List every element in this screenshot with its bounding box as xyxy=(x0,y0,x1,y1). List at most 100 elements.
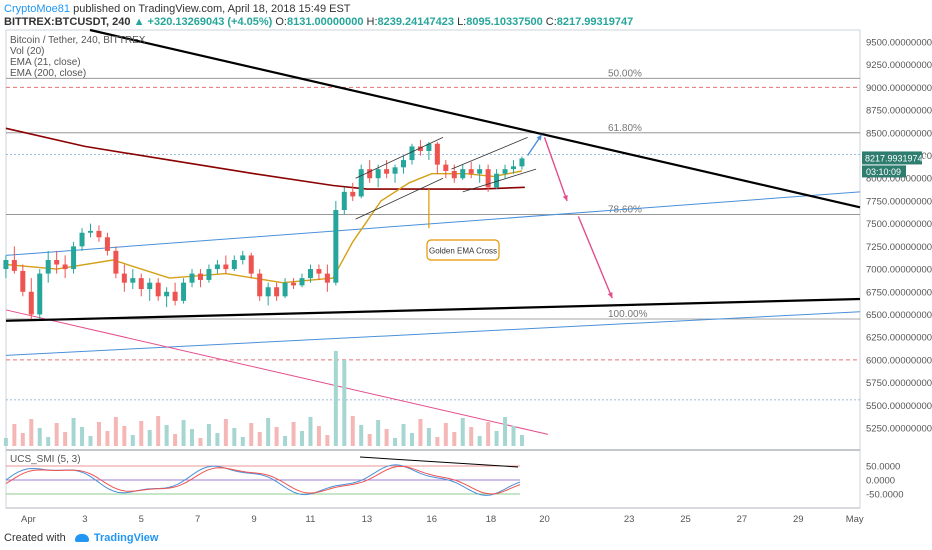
candle-body xyxy=(485,169,491,188)
volume-bar xyxy=(477,436,482,446)
volume-bar xyxy=(20,433,25,446)
high-value: 8239.24147423 xyxy=(377,16,454,28)
volume-bar xyxy=(190,429,195,446)
candle-body xyxy=(375,169,381,179)
y-tick-label: 8750.00000000 xyxy=(866,106,932,117)
candle-body xyxy=(502,169,508,174)
smi-tick-label: 50.0000 xyxy=(866,462,900,473)
x-tick-label: 11 xyxy=(306,514,316,525)
candle-body xyxy=(20,270,26,292)
legend-ema200[interactable]: EMA (200, close) xyxy=(10,68,87,79)
tradingview-brand[interactable]: TradingView xyxy=(93,532,159,544)
candle-body xyxy=(409,146,415,161)
y-tick-label: 5500.00000000 xyxy=(866,401,932,412)
pink-descending-line xyxy=(5,309,549,435)
candle-body xyxy=(460,169,466,179)
candle-body xyxy=(214,264,220,270)
legend-ema21[interactable]: EMA (21, close) xyxy=(10,57,81,68)
candle-body xyxy=(274,287,280,297)
volume-bar xyxy=(443,423,448,446)
candle-body xyxy=(62,264,68,270)
volume-bar xyxy=(494,431,499,446)
volume-bar xyxy=(54,423,59,446)
fib-level-label: 50.00% xyxy=(608,68,642,79)
close-value: 8217.99319747 xyxy=(556,16,634,28)
candle-body xyxy=(350,191,356,197)
y-tick-label: 7500.00000000 xyxy=(866,219,932,230)
volume-bar xyxy=(88,436,93,446)
y-tick-label: 6000.00000000 xyxy=(866,355,932,366)
volume-bar xyxy=(3,438,8,446)
candle-body xyxy=(113,250,119,274)
y-tick-label: 5250.00000000 xyxy=(866,424,932,435)
y-tick-label: 8500.00000000 xyxy=(866,128,932,139)
open-label: O: xyxy=(275,16,287,28)
countdown-tag xyxy=(862,165,906,178)
candle-body xyxy=(88,230,93,233)
publish-line: CryptoMoe81 published on TradingView.com… xyxy=(4,3,351,15)
candle-body xyxy=(468,169,474,174)
volume-bar xyxy=(274,427,279,446)
candle-body xyxy=(147,282,153,290)
candle-body xyxy=(401,160,407,168)
high-label: H: xyxy=(366,16,378,28)
volume-bar xyxy=(409,433,414,446)
volume-bar xyxy=(173,434,178,446)
candle-body xyxy=(37,273,43,315)
symbol-label: BITTREX:BTCUSDT, 240 xyxy=(4,16,131,28)
volume-bar xyxy=(105,431,110,446)
candle-body xyxy=(71,246,77,270)
candle-body xyxy=(240,255,246,260)
volume-bar xyxy=(460,418,465,446)
volume-bar xyxy=(80,427,85,446)
y-tick-label: 6500.00000000 xyxy=(866,310,932,321)
candle-body xyxy=(282,282,288,297)
candle-body xyxy=(121,273,127,283)
candle-body xyxy=(28,291,34,315)
candle-body xyxy=(333,210,339,283)
volume-bar xyxy=(164,425,169,446)
ema200-line xyxy=(5,127,525,190)
volume-bar xyxy=(325,435,330,446)
x-tick-label: 23 xyxy=(624,514,635,525)
candle-body xyxy=(511,166,516,170)
legend-title: Bitcoin / Tether, 240, BITTREX xyxy=(10,35,146,46)
volume-bar xyxy=(283,436,288,446)
x-tick-label: 9 xyxy=(251,514,256,525)
candles xyxy=(3,140,525,320)
author-link[interactable]: CryptoMoe81 xyxy=(4,3,71,15)
candle-body xyxy=(451,170,457,179)
x-tick-label: 20 xyxy=(539,514,550,525)
smi-line xyxy=(5,464,521,496)
y-tick-label: 6250.00000000 xyxy=(866,333,932,344)
change-value: ▲ +320.13269043 (+4.05%) xyxy=(133,16,273,28)
x-tick-label: 7 xyxy=(195,514,200,525)
annotation-box xyxy=(426,239,500,261)
candle-body xyxy=(257,273,263,297)
volume-bar xyxy=(486,422,491,446)
volume-bar xyxy=(130,435,135,446)
x-tick-label: 18 xyxy=(486,514,497,525)
fib-level-label: 61.80% xyxy=(608,123,642,134)
flag-lower-line xyxy=(462,168,537,193)
candle-body xyxy=(367,169,373,179)
candle-body xyxy=(79,232,85,247)
smi-tick-label: -50.0000 xyxy=(866,490,904,501)
volume-bar xyxy=(71,418,76,446)
legend-volume[interactable]: Vol (20) xyxy=(10,46,45,57)
annotation-label: Golden EMA Cross xyxy=(429,247,497,256)
candle-body xyxy=(54,259,60,265)
volume-bar xyxy=(333,351,338,446)
candle-body xyxy=(477,169,483,174)
candle-body xyxy=(130,278,136,283)
volume-bar xyxy=(511,426,516,446)
countdown-label: 03:10:09 xyxy=(866,167,901,177)
smi-tick-label: 0.0000 xyxy=(866,476,895,487)
candle-body xyxy=(358,169,364,197)
y-tick-label: 7250.00000000 xyxy=(866,242,932,253)
volume-bar xyxy=(240,437,245,446)
volume-bar xyxy=(393,438,398,446)
smi-divergence-line xyxy=(359,456,519,468)
smi-signal-line xyxy=(5,465,521,495)
